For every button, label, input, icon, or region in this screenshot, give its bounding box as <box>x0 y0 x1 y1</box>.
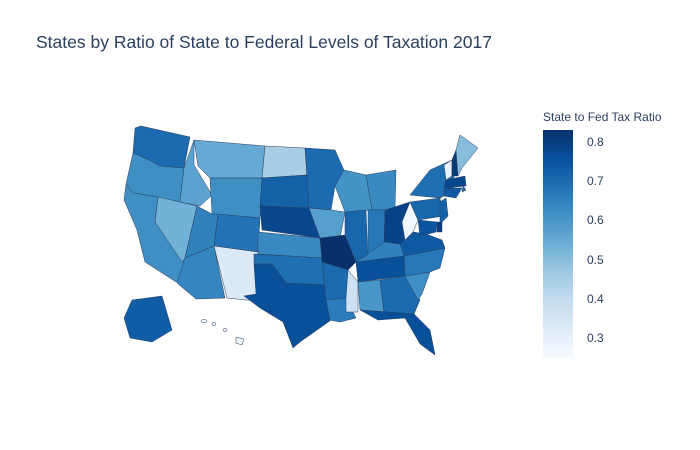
colorbar-tick-label: 0.7 <box>587 174 604 189</box>
state-tx[interactable] <box>243 263 335 349</box>
state-wy[interactable] <box>209 177 263 219</box>
state-ct[interactable] <box>443 187 463 199</box>
state-co[interactable] <box>213 213 261 253</box>
state-nd[interactable] <box>261 145 308 179</box>
chart-title: States by Ratio of State to Federal Leve… <box>36 32 492 52</box>
colorbar <box>543 130 573 358</box>
state-az[interactable] <box>176 245 226 300</box>
state-mn[interactable] <box>304 147 345 211</box>
state-fl[interactable] <box>359 309 436 356</box>
state-md[interactable] <box>417 219 438 237</box>
state-ms[interactable] <box>345 269 359 313</box>
colorbar-title: State to Fed Tax Ratio <box>543 110 662 124</box>
state-mo[interactable] <box>319 234 357 271</box>
colorbar-tick-label: 0.3 <box>587 331 604 346</box>
colorbar-tick-label: 0.4 <box>587 292 604 307</box>
state-ak[interactable] <box>123 295 173 343</box>
state-hi-island[interactable] <box>222 328 228 332</box>
state-ia[interactable] <box>308 207 346 239</box>
colorbar-tick-label: 0.6 <box>587 213 604 228</box>
state-ma[interactable] <box>443 175 467 189</box>
colorbar-tick-label: 0.5 <box>587 252 604 267</box>
state-hi[interactable] <box>235 336 245 346</box>
state-de[interactable] <box>436 221 443 233</box>
colorbar-tick-label: 0.8 <box>587 134 604 149</box>
state-mt[interactable] <box>193 139 266 179</box>
states-layer <box>123 125 479 356</box>
state-sd[interactable] <box>259 174 310 209</box>
state-hi-island[interactable] <box>211 322 217 326</box>
state-me[interactable] <box>455 134 479 177</box>
state-ri[interactable] <box>461 185 467 193</box>
state-hi-island[interactable] <box>200 319 208 323</box>
state-al[interactable] <box>357 279 385 313</box>
state-nj[interactable] <box>439 197 449 225</box>
